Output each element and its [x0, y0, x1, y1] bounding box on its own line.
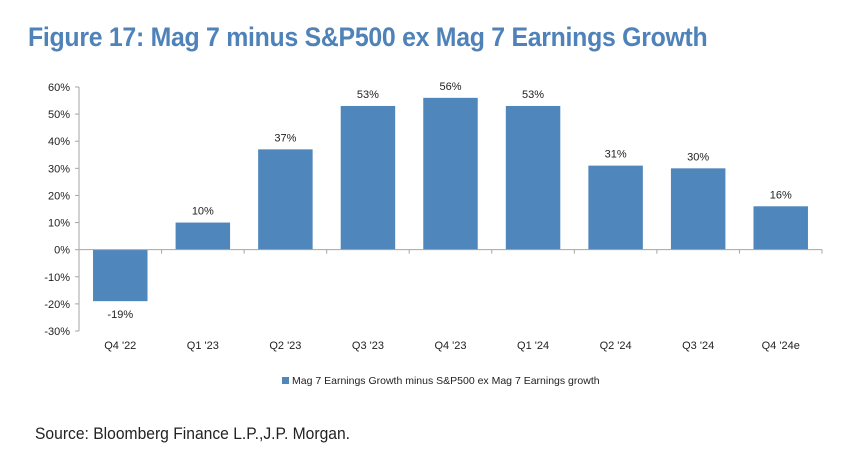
y-tick-label: 40% [48, 136, 70, 148]
x-tick-label: Q4 '23 [434, 340, 466, 352]
y-tick-label: 30% [48, 163, 70, 175]
x-tick-label: Q1 '24 [517, 340, 549, 352]
data-label: 31% [605, 149, 627, 161]
bar [588, 165, 643, 250]
y-tick-label: 60% [48, 82, 70, 94]
y-axis: 60% 50% 40% 30% 20% 10% 0% -10% -20% -30% [44, 82, 80, 338]
data-label: 56% [439, 81, 461, 93]
data-label: 37% [274, 132, 296, 144]
data-label: 53% [522, 89, 544, 101]
data-label: 53% [357, 89, 379, 101]
bar [340, 105, 396, 250]
bar [423, 97, 478, 250]
legend-label: Mag 7 Earnings Growth minus S&P500 ex Ma… [292, 375, 600, 387]
x-tick-label: Q4 '22 [104, 340, 136, 352]
x-tick-label: Q4 '24e [762, 340, 800, 352]
bar [175, 222, 231, 250]
data-label: 10% [192, 206, 214, 218]
legend-swatch [282, 377, 289, 384]
bar [505, 105, 561, 250]
x-tick-label: Q3 '23 [352, 340, 384, 352]
x-tick-label: Q2 '24 [600, 340, 632, 352]
data-label: 30% [687, 151, 709, 163]
bar [93, 249, 148, 302]
y-tick-label: -20% [44, 299, 70, 311]
y-tick-label: 20% [48, 190, 70, 202]
y-tick-label: 50% [48, 109, 70, 121]
y-tick-label: 10% [48, 218, 70, 230]
bar [258, 149, 313, 250]
data-label: -19% [107, 309, 133, 321]
source-note: Source: Bloomberg Finance L.P.,J.P. Morg… [35, 424, 351, 443]
bar [670, 168, 726, 250]
x-tick-label: Q2 '23 [269, 340, 301, 352]
chart-title: Figure 17: Mag 7 minus S&P500 ex Mag 7 E… [28, 22, 708, 52]
bars-group: -19% 10% 37% 53% 56% 53% 31% 30% 16% [93, 81, 808, 321]
data-label: 16% [770, 189, 792, 201]
x-tick-label: Q3 '24 [682, 340, 714, 352]
y-tick-label: -10% [44, 272, 70, 284]
x-tick-label: Q1 '23 [187, 340, 219, 352]
bar [753, 206, 808, 250]
legend: Mag 7 Earnings Growth minus S&P500 ex Ma… [282, 375, 600, 387]
y-tick-label: 0% [54, 245, 70, 257]
x-axis: Q4 '22 Q1 '23 Q2 '23 Q3 '23 Q4 '23 Q1 '24 Q2 '… [78, 249, 823, 352]
y-tick-label: -30% [44, 326, 70, 338]
